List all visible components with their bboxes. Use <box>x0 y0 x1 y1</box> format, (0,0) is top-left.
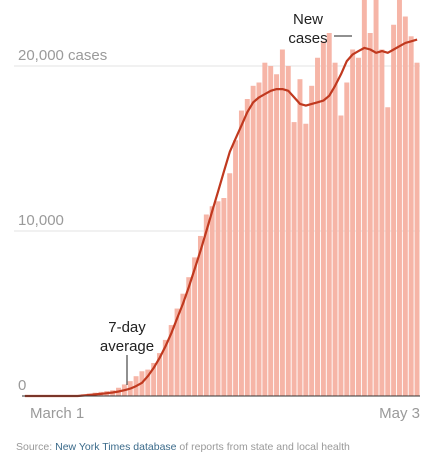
bar <box>262 62 268 396</box>
bar <box>197 235 203 396</box>
y-tick-label: 10,000 <box>18 212 64 229</box>
bar <box>180 293 186 396</box>
bar <box>145 369 151 396</box>
bar <box>332 62 338 396</box>
bar <box>315 57 320 396</box>
source-note: Source: New York Times database of repor… <box>16 441 430 453</box>
bar <box>320 41 326 396</box>
bar <box>396 0 402 396</box>
bar <box>367 33 373 396</box>
bar <box>385 107 391 396</box>
cases-annotation: New <box>293 11 323 28</box>
bar <box>285 66 291 396</box>
bar <box>402 16 408 396</box>
average-annotation: average <box>100 338 154 355</box>
bar <box>221 198 227 396</box>
bar <box>408 36 414 397</box>
x-tick-label: March 1 <box>30 405 84 422</box>
bar <box>250 85 256 397</box>
bar <box>215 201 221 396</box>
bar <box>297 79 303 396</box>
cases-annotation: cases <box>288 30 327 47</box>
x-tick-label: May 3 <box>379 405 420 422</box>
bar <box>350 49 356 396</box>
bar <box>303 123 309 396</box>
y-tick-label: 20,000 cases <box>18 47 107 64</box>
bar <box>244 99 250 396</box>
bar <box>274 74 280 396</box>
bar <box>192 257 198 396</box>
bar <box>151 363 157 396</box>
bar <box>309 85 315 397</box>
source-link[interactable]: New York Times database <box>55 441 177 453</box>
bar <box>209 206 215 396</box>
bar <box>414 62 420 396</box>
bar <box>391 24 397 396</box>
chart-svg: 0 10,000 20,000 cases March 1 May 3 7-day aver… <box>14 0 420 422</box>
bar <box>268 66 274 396</box>
bar <box>326 33 332 396</box>
bar <box>162 339 168 396</box>
bar <box>361 0 367 396</box>
bar <box>227 173 233 396</box>
bar <box>279 49 285 396</box>
bar <box>203 214 209 396</box>
bar <box>379 49 385 396</box>
bar <box>291 122 297 396</box>
source-suffix: of reports from state and local health <box>176 441 350 453</box>
bar <box>256 82 262 396</box>
bar <box>186 277 192 396</box>
average-line <box>24 38 418 398</box>
bar <box>238 110 244 397</box>
y-tick-label: 0 <box>18 377 26 394</box>
bar <box>174 308 180 396</box>
bar <box>233 140 239 396</box>
bar <box>157 353 162 396</box>
bar <box>356 57 361 396</box>
average-annotation: 7-day <box>108 319 146 336</box>
bar <box>338 115 344 396</box>
bar <box>168 325 174 396</box>
source-prefix: Source: <box>16 441 56 453</box>
bar <box>373 0 379 396</box>
bar <box>344 82 350 396</box>
